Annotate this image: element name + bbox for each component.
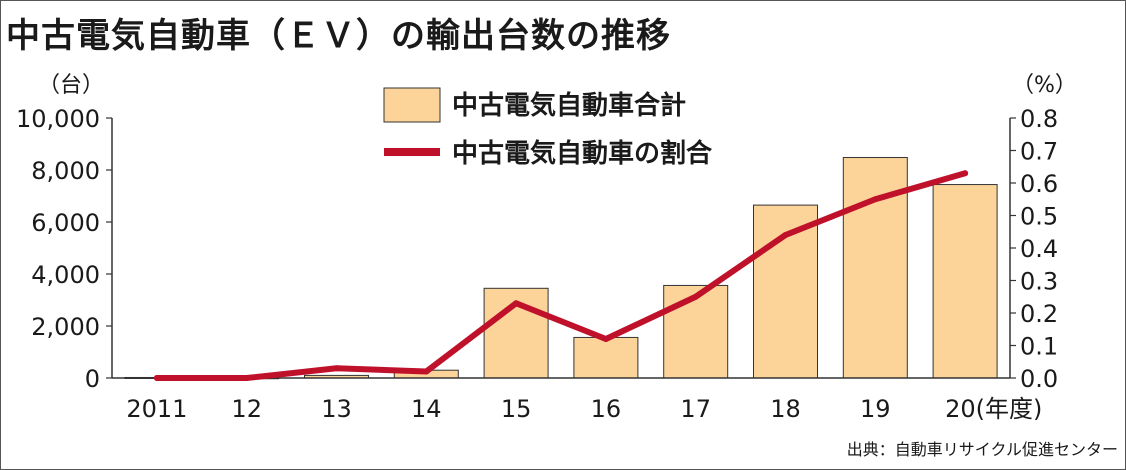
x-tick-label: 19 [860,395,891,423]
bar-20(年度) [932,184,998,379]
chart-title: 中古電気自動車（ＥＶ）の輸出台数の推移 [6,16,671,56]
right-tick-label: 0.6 [1020,170,1058,198]
ratio-point-13 [333,365,340,372]
bar-series [124,157,998,380]
x-tick-label: 13 [321,395,352,423]
right-tick-label: 0.1 [1020,333,1058,361]
right-tick-label: 0.0 [1020,365,1058,393]
legend-bar-label: 中古電気自動車合計 [452,90,686,121]
right-tick-label: 0.5 [1020,203,1058,231]
axes: 0 2,000 4,000 6,000 8,000 10,000 （台） 0.0 0.1 0.2 0… [16,73,1077,423]
right-tick-label: 0.3 [1020,268,1058,296]
right-tick-label: 0.2 [1020,300,1058,328]
ratio-line [153,170,969,381]
x-tick-label: 15 [501,395,532,423]
bar-17 [663,284,729,379]
right-axis-unit: （%） [1012,73,1077,98]
right-tick-label: 0.7 [1020,138,1058,166]
ratio-point-16 [602,336,609,342]
legend-bar-swatch [383,87,441,123]
ratio-point-19 [872,196,879,203]
right-tick-label: 0.8 [1020,105,1058,133]
x-tick-label: 12 [231,395,262,423]
x-tick-label: 17 [680,395,711,423]
line-series [153,170,969,381]
x-tick-label: 18 [770,395,801,423]
left-tick-label: 8,000 [31,157,100,185]
x-tick-label: 14 [411,395,442,423]
x-tick-label: 20(年度) [945,395,1042,423]
ratio-point-17 [692,293,699,300]
left-tick-label: 4,000 [31,261,100,289]
left-tick-label: 10,000 [16,105,100,133]
left-tick-label: 2,000 [31,313,100,341]
source-note: 出典：自動車リサイクル促進センター [846,440,1118,459]
ratio-point-2011 [153,375,160,381]
bar-18 [753,204,818,379]
ratio-point-12 [243,375,250,381]
ratio-point-20(年度) [962,170,969,177]
right-tick-label: 0.4 [1020,235,1058,263]
ratio-point-18 [782,232,789,238]
left-axis-unit: （台） [38,73,104,98]
ratio-point-15 [513,300,520,307]
x-tick-label: 2011 [126,395,187,423]
legend-line-label: 中古電気自動車の割合 [452,138,713,169]
bar-16 [573,336,639,379]
left-tick-label: 0 [85,365,100,393]
x-tick-label: 16 [591,395,622,423]
left-tick-label: 6,000 [31,209,100,237]
ratio-point-14 [423,368,430,375]
